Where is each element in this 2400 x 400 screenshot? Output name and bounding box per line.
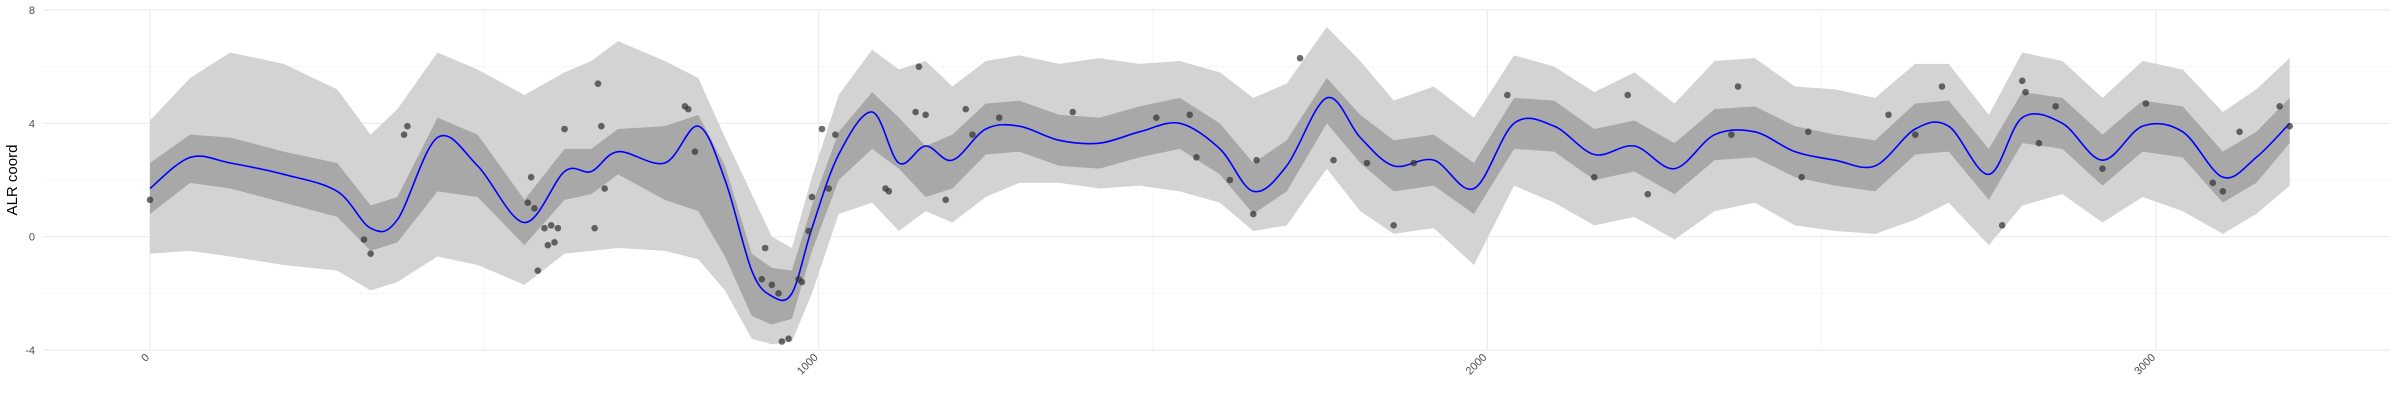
data-point	[534, 267, 542, 274]
data-point	[808, 193, 816, 201]
data-point	[1590, 173, 1598, 181]
data-point	[1193, 154, 1200, 161]
data-point	[922, 111, 929, 119]
data-point	[885, 188, 893, 195]
data-point	[1186, 111, 1194, 119]
data-point	[547, 222, 555, 229]
data-point	[554, 224, 562, 232]
data-point	[404, 122, 411, 130]
data-point	[1624, 91, 1632, 99]
data-point	[1804, 128, 1812, 136]
x-tick-label: 3000	[2132, 352, 2158, 378]
data-point	[1798, 173, 1805, 181]
x-tick-label: 1000	[795, 352, 821, 378]
data-point	[832, 131, 839, 138]
data-point	[1390, 222, 1397, 229]
data-point	[544, 241, 552, 249]
data-point	[969, 131, 976, 138]
data-point	[531, 205, 538, 212]
data-point	[798, 278, 806, 286]
data-point	[942, 196, 949, 204]
data-point	[915, 63, 923, 70]
data-point	[541, 224, 548, 232]
data-point	[527, 173, 535, 181]
y-tick-label: -4	[25, 345, 35, 357]
data-point	[1885, 111, 1892, 119]
x-tick-label: 2000	[1464, 352, 1490, 378]
data-point	[1504, 91, 1511, 99]
data-points	[146, 54, 2294, 345]
mean-line	[149, 96, 2291, 302]
data-point	[360, 236, 368, 243]
data-point	[561, 125, 568, 133]
data-point	[691, 148, 699, 155]
data-point	[2236, 128, 2243, 136]
y-tick-label: 4	[29, 118, 35, 130]
data-point	[778, 338, 786, 345]
data-point	[818, 125, 826, 133]
data-point	[761, 244, 769, 252]
data-point	[2099, 165, 2106, 172]
mean-line-layer	[149, 96, 2291, 302]
data-point	[2022, 88, 2029, 96]
data-point	[1911, 131, 1919, 138]
y-tick-label: 0	[29, 232, 35, 244]
data-point	[681, 103, 689, 110]
data-point	[598, 122, 605, 130]
data-point	[601, 185, 608, 192]
data-point	[1153, 114, 1160, 121]
data-point	[594, 80, 602, 87]
data-point	[995, 114, 1003, 121]
confidence-bands	[149, 27, 2290, 345]
data-point	[775, 290, 782, 297]
data-point	[1249, 210, 1257, 218]
data-point	[1728, 131, 1735, 138]
x-tick-label: 0	[139, 352, 152, 365]
data-point	[524, 199, 532, 206]
data-point	[146, 196, 154, 204]
data-point	[2209, 179, 2217, 187]
data-point	[1253, 156, 1260, 164]
data-point	[768, 281, 776, 289]
data-point	[912, 108, 919, 116]
data-point	[785, 335, 792, 342]
data-point	[551, 239, 558, 246]
data-point	[758, 275, 766, 283]
y-axis-title: ALR coord	[4, 145, 21, 216]
data-point	[367, 250, 374, 257]
data-point	[2276, 103, 2283, 110]
data-point	[1644, 190, 1652, 198]
data-point	[1998, 222, 2006, 229]
data-point	[2142, 100, 2150, 107]
data-point	[1296, 54, 1304, 62]
data-point	[2035, 139, 2043, 147]
data-point	[825, 185, 832, 192]
data-point	[1938, 83, 1946, 90]
data-point	[805, 227, 812, 235]
data-point	[1363, 159, 1371, 167]
data-point	[1069, 108, 1077, 116]
y-tick-label: 8	[29, 5, 35, 17]
data-point	[1226, 176, 1234, 184]
data-point	[962, 105, 970, 113]
data-point	[2018, 77, 2026, 85]
data-point	[591, 224, 598, 232]
data-point	[2052, 103, 2059, 110]
data-point	[1734, 83, 1742, 90]
data-point	[2219, 188, 2227, 195]
data-point	[1330, 156, 1337, 164]
data-point	[1410, 159, 1418, 167]
data-point	[2286, 122, 2294, 130]
data-point	[400, 131, 408, 138]
